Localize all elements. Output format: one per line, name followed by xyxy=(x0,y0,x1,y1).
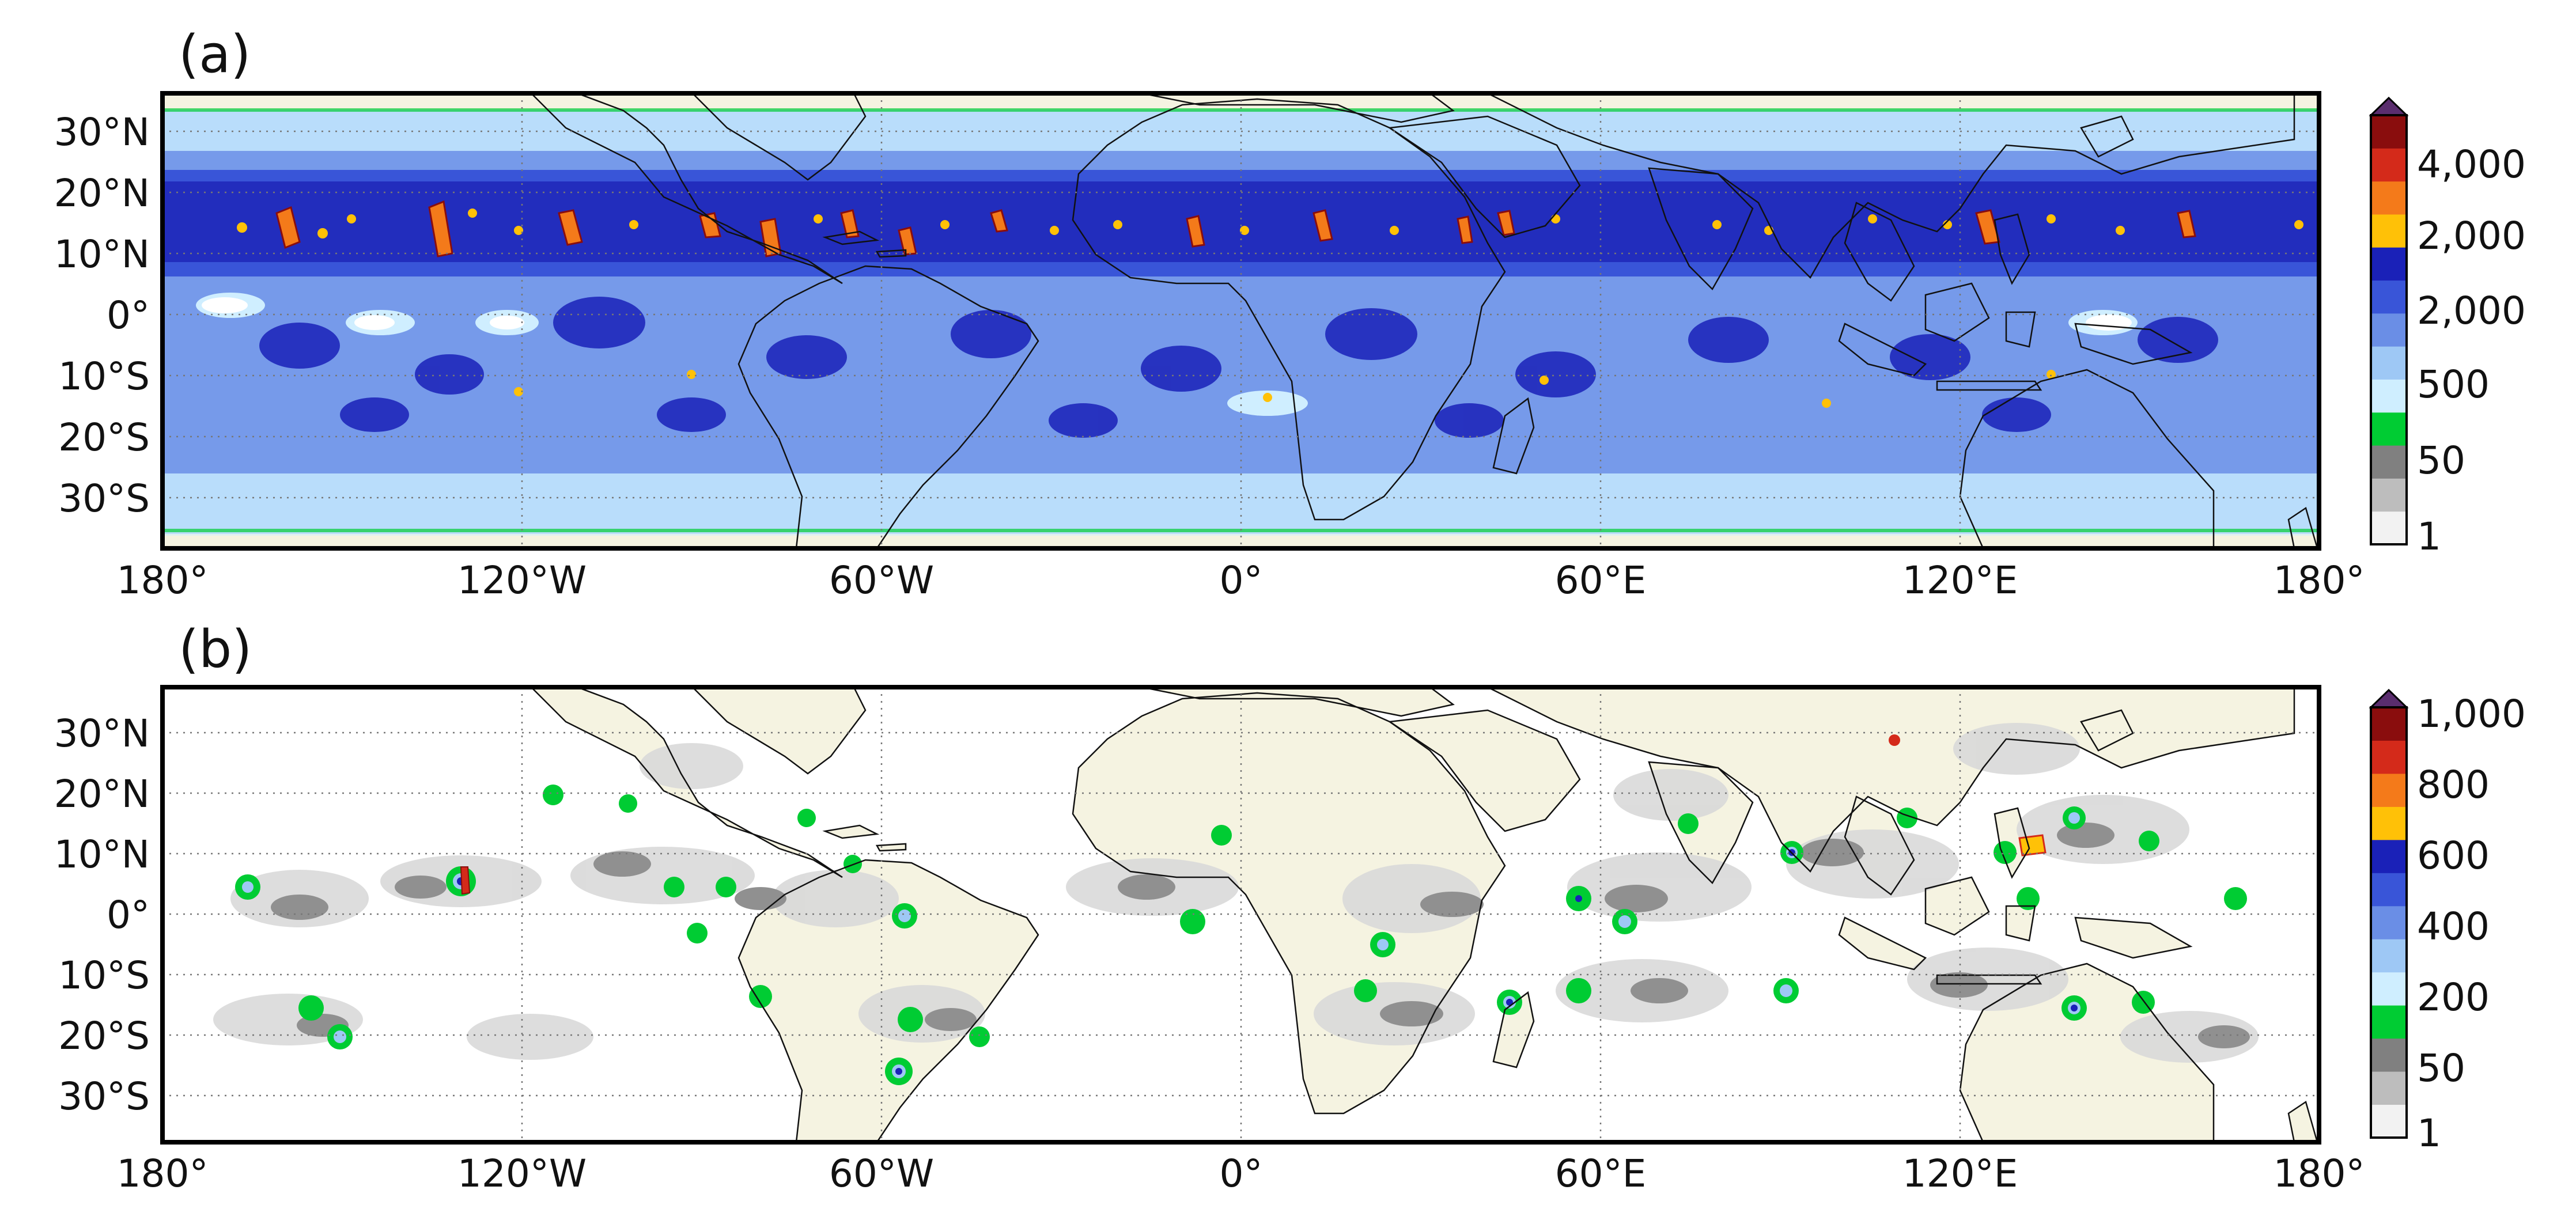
colorbar-segment xyxy=(2371,214,2407,248)
colorbar-segment xyxy=(2371,939,2407,973)
colorbar-segment xyxy=(2371,707,2407,741)
colorbar-segment xyxy=(2371,379,2407,413)
panel-b-frame xyxy=(160,685,2321,1145)
lat-tick: 30°S xyxy=(58,1074,150,1119)
colorbar-segment xyxy=(2371,511,2407,545)
colorbar-tick: 50 xyxy=(2417,1046,2465,1090)
colorbar-segment xyxy=(2371,905,2407,939)
colorbar-extend-arrow xyxy=(2369,96,2409,116)
panel-b-colorbar xyxy=(2369,688,2409,1139)
colorbar-tick: 2,000 xyxy=(2417,214,2526,258)
colorbar-tick: 800 xyxy=(2417,763,2490,807)
colorbar-extend-arrow xyxy=(2369,688,2409,708)
colorbar-segment xyxy=(2371,972,2407,1006)
colorbar-tick: 50 xyxy=(2417,438,2465,483)
lat-tick: 0° xyxy=(107,893,150,937)
colorbar-segment xyxy=(2371,478,2407,512)
colorbar-segment xyxy=(2371,148,2407,182)
lon-tick: 120°W xyxy=(457,558,587,602)
lat-tick: 0° xyxy=(107,293,150,338)
panel-b-label: (b) xyxy=(179,619,252,680)
colorbar-tick: 400 xyxy=(2417,904,2490,949)
colorbar-tick: 200 xyxy=(2417,975,2490,1020)
colorbar-segment xyxy=(2371,346,2407,380)
colorbar-tick: 1 xyxy=(2417,1111,2441,1155)
panel-a-label: (a) xyxy=(179,24,251,85)
lon-tick: 0° xyxy=(1220,558,1263,602)
lat-tick: 10°N xyxy=(54,832,150,877)
colorbar-segment xyxy=(2371,1038,2407,1072)
lon-tick: 180° xyxy=(117,558,209,602)
colorbar-tick: 1 xyxy=(2417,514,2441,559)
colorbar-frame xyxy=(2370,114,2408,545)
colorbar-segment xyxy=(2371,873,2407,907)
lat-tick: 10°N xyxy=(54,232,150,276)
lon-tick: 180° xyxy=(2274,1151,2365,1196)
lat-tick: 10°S xyxy=(58,354,150,399)
colorbar-segment xyxy=(2371,839,2407,873)
lon-tick: 60°E xyxy=(1555,558,1647,602)
lon-tick: 120°E xyxy=(1902,1151,2018,1196)
colorbar-segment xyxy=(2371,412,2407,446)
colorbar-segment xyxy=(2371,313,2407,347)
colorbar-segment xyxy=(2371,773,2407,807)
colorbar-tick: 600 xyxy=(2417,833,2490,878)
colorbar-tick: 500 xyxy=(2417,362,2490,407)
colorbar-tick: 2,000 xyxy=(2417,289,2526,333)
lat-tick: 20°S xyxy=(58,415,150,460)
lon-tick: 180° xyxy=(2274,558,2365,602)
panel-b-lat-axis: 30°N 20°N 10°N 0° 10°S 20°S 30°S xyxy=(54,711,150,1119)
colorbar-segment xyxy=(2371,115,2407,149)
panel-a-colorbar-labels: 4,000 2,000 2,000 500 50 1 xyxy=(2417,142,2526,559)
colorbar-segment xyxy=(2371,1005,2407,1039)
panel-a-lon-axis: 180° 120°W 60°W 0° 60°E 120°E 180° xyxy=(117,558,2365,602)
lon-tick: 120°W xyxy=(457,1151,587,1196)
colorbar-segment xyxy=(2371,1071,2407,1105)
colorbar-segment xyxy=(2371,280,2407,314)
lon-tick: 60°E xyxy=(1555,1151,1647,1196)
lat-tick: 30°N xyxy=(54,110,150,154)
panel-b-colorbar-labels: 1,000 800 600 400 200 50 1 xyxy=(2417,692,2526,1155)
colorbar-segment xyxy=(2371,740,2407,774)
panel-a-colorbar xyxy=(2369,96,2409,545)
lon-tick: 0° xyxy=(1220,1151,1263,1196)
colorbar-tick: 4,000 xyxy=(2417,142,2526,187)
lon-tick: 120°E xyxy=(1902,558,2018,602)
panel-a-lat-axis: 30°N 20°N 10°N 0° 10°S 20°S 30°S xyxy=(54,110,150,521)
colorbar-segment xyxy=(2371,445,2407,479)
panel-b-lon-axis: 180° 120°W 60°W 0° 60°E 120°E 180° xyxy=(117,1151,2365,1196)
colorbar-segment xyxy=(2371,806,2407,840)
lat-tick: 30°N xyxy=(54,711,150,756)
colorbar-segment xyxy=(2371,1104,2407,1138)
colorbar-segment xyxy=(2371,181,2407,215)
lon-tick: 60°W xyxy=(829,1151,934,1196)
lat-tick: 30°S xyxy=(58,476,150,521)
lat-tick: 20°N xyxy=(54,772,150,816)
panel-a-frame xyxy=(160,91,2321,551)
lon-tick: 60°W xyxy=(829,558,934,602)
lat-tick: 10°S xyxy=(58,953,150,998)
colorbar-frame xyxy=(2370,706,2408,1139)
lon-tick: 180° xyxy=(117,1151,209,1196)
panel-b-map xyxy=(162,687,2319,1142)
colorbar-tick: 1,000 xyxy=(2417,692,2526,736)
lat-tick: 20°N xyxy=(54,171,150,215)
panel-a-map xyxy=(162,93,2319,548)
colorbar-segment xyxy=(2371,247,2407,281)
lat-tick: 20°S xyxy=(58,1014,150,1058)
